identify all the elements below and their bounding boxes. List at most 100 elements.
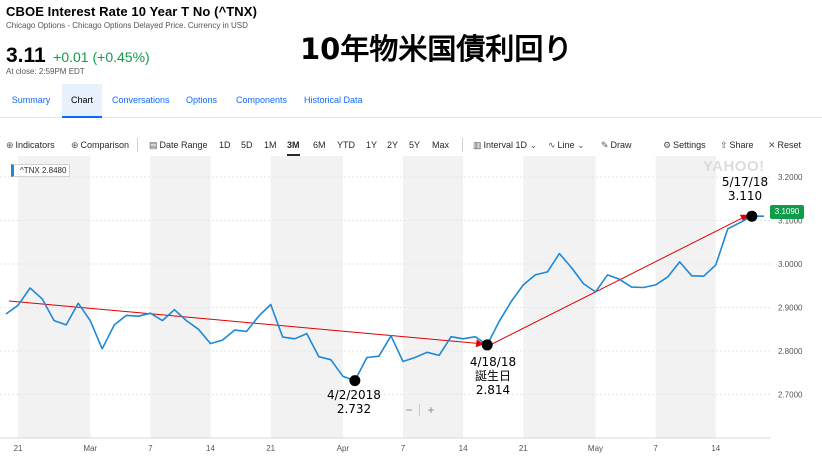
y-tick-label: 2.9000 <box>778 304 803 313</box>
tab-summary[interactable]: Summary <box>11 95 51 105</box>
yahoo-watermark: YAHOO! <box>703 158 765 175</box>
comparison-label: Comparison <box>80 140 130 150</box>
line-type-select[interactable]: ∿ Line ⌄ <box>548 134 587 156</box>
settings-button[interactable]: ⚙ Settings <box>663 134 706 156</box>
annotation-title: 10年物米国債利回り <box>300 32 573 66</box>
note-birthday: 4/18/18 誕生日 2.814 <box>453 355 533 397</box>
x-tick-label: 14 <box>206 444 215 453</box>
range-6m[interactable]: 6M <box>313 140 326 150</box>
trend-lines <box>8 214 749 348</box>
note-latest: 5/17/18 3.110 <box>705 175 785 203</box>
x-tick-label: 7 <box>653 444 658 453</box>
share-button[interactable]: ⇧ Share <box>720 134 754 156</box>
interval-select[interactable]: ▥ Interval 1D ⌄ <box>473 134 539 156</box>
indicators-button[interactable]: ⊕ Indicators <box>6 134 55 156</box>
zoom-in-button[interactable]: + <box>427 403 435 417</box>
indicators-label: Indicators <box>15 140 55 150</box>
toolbar-divider <box>137 138 138 152</box>
price-row: 3.11 +0.01 (+0.45%) <box>6 44 150 68</box>
reset-button[interactable]: ✕ Reset <box>768 134 801 156</box>
note-low-date: 4/2/2018 <box>327 388 381 402</box>
date-range-button[interactable]: ▤ Date Range <box>149 134 208 156</box>
zoom-divider <box>419 404 420 416</box>
price-change: +0.01 (+0.45%) <box>53 49 150 65</box>
week-band <box>402 156 464 438</box>
chart-markers <box>349 210 758 387</box>
range-5d[interactable]: 5D <box>241 140 253 150</box>
x-tick-label: 7 <box>148 444 153 453</box>
x-tick-label: May <box>588 444 603 453</box>
calendar-icon: ▤ <box>149 140 158 150</box>
y-axis: 2.7000 2.8000 2.9000 3.0000 3.1000 3.2000 <box>778 173 803 399</box>
close-note: At close: 2:59PM EDT <box>6 67 85 76</box>
x-tick-label: Mar <box>83 444 97 453</box>
tab-historical-data[interactable]: Historical Data <box>304 95 363 105</box>
price-series <box>5 215 764 382</box>
close-icon: ✕ <box>768 140 776 150</box>
x-tick-label: 21 <box>266 444 275 453</box>
y-tick-label: 2.8000 <box>778 347 803 356</box>
range-1d[interactable]: 1D <box>219 140 231 150</box>
tab-chart[interactable]: Chart <box>62 84 102 118</box>
data-point-marker <box>349 375 361 387</box>
y-tick-label: 3.0000 <box>778 260 803 269</box>
trend-arrow <box>8 300 485 348</box>
price-chart[interactable]: 2.7000 2.8000 2.9000 3.0000 3.1000 3.2000 21 M… <box>0 156 822 467</box>
price-line <box>5 215 764 382</box>
note-latest-date: 5/17/18 <box>721 175 769 189</box>
x-tick-label: Apr <box>337 444 350 453</box>
trend-arrow <box>489 214 749 346</box>
data-point-marker <box>746 210 758 222</box>
current-price: 3.11 <box>6 44 46 67</box>
share-icon: ⇧ <box>720 140 728 150</box>
week-band <box>150 156 211 438</box>
date-range-label: Date Range <box>159 140 208 150</box>
quote-subtitle: Chicago Options - Chicago Options Delaye… <box>6 21 248 30</box>
data-point-marker <box>481 339 493 351</box>
x-tick-label: 21 <box>14 444 23 453</box>
tab-conversations[interactable]: Conversations <box>112 95 170 105</box>
x-tick-label: 14 <box>711 444 720 453</box>
draw-button[interactable]: ✎ Draw <box>601 134 632 156</box>
series-legend[interactable]: ^TNX 2.8480 <box>11 164 71 177</box>
plus-circle-icon: ⊕ <box>71 140 79 150</box>
interval-icon: ▥ <box>473 140 482 150</box>
x-tick-label: 7 <box>401 444 406 453</box>
note-birthday-value: 2.814 <box>475 383 511 397</box>
range-2y[interactable]: 2Y <box>387 140 399 150</box>
quote-title: CBOE Interest Rate 10 Year T No (^TNX) <box>6 4 257 19</box>
range-5y[interactable]: 5Y <box>409 140 421 150</box>
x-axis: 21 Mar 7 14 21 Apr 7 14 21 May 7 14 <box>0 437 770 453</box>
zoom-out-button[interactable]: − <box>405 403 413 417</box>
week-band <box>523 156 596 438</box>
chart-toolbar: ⊕ Indicators ⊕ Comparison ▤ Date Range 1D 5… <box>0 134 822 156</box>
tab-options[interactable]: Options <box>186 95 218 105</box>
range-ytd[interactable]: YTD <box>337 140 355 150</box>
quote-tabs: Summary Chart Conversations Options Comp… <box>0 84 822 118</box>
chart-bands <box>18 156 716 438</box>
line-chart-icon: ∿ <box>548 140 556 150</box>
toolbar-divider <box>462 138 463 152</box>
tab-components[interactable]: Components <box>236 95 288 105</box>
week-band <box>655 156 716 438</box>
range-1m[interactable]: 1M <box>264 140 277 150</box>
quote-header: CBOE Interest Rate 10 Year T No (^TNX) C… <box>6 4 406 30</box>
interval-label: Interval <box>483 140 514 150</box>
note-low-value: 2.732 <box>336 402 372 416</box>
share-label: Share <box>729 140 754 150</box>
draw-label: Draw <box>610 140 632 150</box>
note-low: 4/2/2018 2.732 <box>314 388 394 416</box>
y-tick-label: 2.7000 <box>778 391 803 400</box>
pencil-icon: ✎ <box>601 140 609 150</box>
comparison-button[interactable]: ⊕ Comparison <box>71 134 129 156</box>
range-1y[interactable]: 1Y <box>366 140 378 150</box>
range-max[interactable]: Max <box>432 140 450 150</box>
y-tick-label: 3.2000 <box>778 173 803 182</box>
reset-label: Reset <box>777 140 802 150</box>
line-label: Line <box>557 140 575 150</box>
settings-label: Settings <box>673 140 706 150</box>
x-tick-label: 14 <box>459 444 468 453</box>
chevron-down-icon: ⌄ <box>577 140 585 150</box>
interval-value: 1D <box>515 140 528 150</box>
range-3m[interactable]: 3M <box>287 134 300 156</box>
